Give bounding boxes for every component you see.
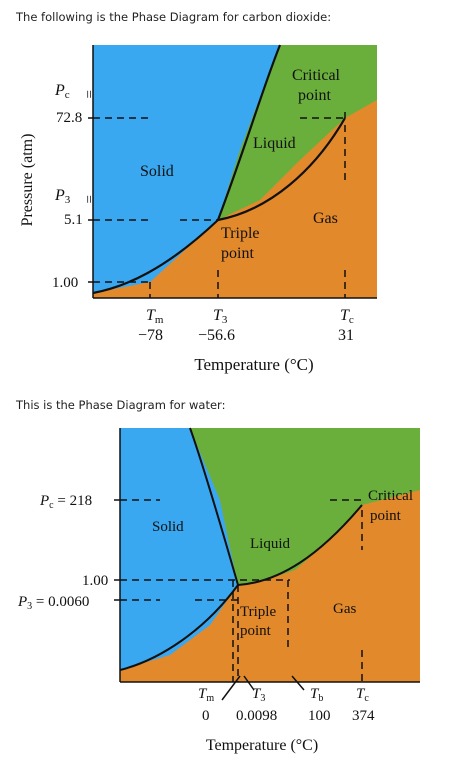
co2-sublimation-curve <box>92 219 219 295</box>
water-pc-label: Pc = 218 <box>39 493 92 511</box>
water-p3-label: P3 = 0.0060 <box>17 594 89 612</box>
co2-triple-label-1: Triple <box>221 225 260 242</box>
water-triple-label-1: Triple <box>240 604 276 620</box>
water-critical-label-1: Critical <box>368 488 413 504</box>
co2-critical-label-1: Critical <box>292 67 341 84</box>
water-sublimation-curve <box>119 584 239 671</box>
water-solid-label: Solid <box>152 519 184 535</box>
water-t3-value: 0.0098 <box>236 708 277 724</box>
co2-pc-equals: = <box>80 90 96 98</box>
co2-liquid-region <box>218 45 377 220</box>
co2-triple-label-2: point <box>221 245 254 262</box>
co2-x-axis-label: Temperature (°C) <box>194 355 313 374</box>
co2-pc-value: 72.8 <box>56 110 82 126</box>
water-critical-label-2: point <box>370 508 402 524</box>
water-caption: This is the Phase Diagram for water: <box>16 398 226 412</box>
water-tm-value: 0 <box>202 708 210 724</box>
water-tc-symbol: Tc <box>356 686 369 704</box>
co2-solid-label: Solid <box>140 163 174 180</box>
co2-tm-symbol: Tm <box>146 307 164 326</box>
water-gas-label: Gas <box>333 601 356 617</box>
water-phase-diagram: Pc = 218 1.00 P3 = 0.0060 Solid Liquid G… <box>17 427 420 754</box>
co2-p3-value: 5.1 <box>64 212 83 228</box>
water-vaporization-curve <box>237 504 363 586</box>
water-t3-arrow <box>243 675 255 691</box>
water-melting-curve <box>189 427 239 586</box>
co2-vaporization-curve <box>217 117 346 222</box>
co2-y-axis-label: Pressure (atm) <box>19 134 36 227</box>
co2-melting-curve <box>216 44 282 221</box>
co2-t3-value: −56.6 <box>198 327 235 344</box>
water-tm-arrow <box>221 675 241 701</box>
water-x-axis-label: Temperature (°C) <box>206 737 318 754</box>
water-solid-region <box>120 428 238 670</box>
co2-caption: The following is the Phase Diagram for c… <box>16 10 332 24</box>
co2-t3-symbol: T3 <box>213 307 228 326</box>
water-tc-value: 374 <box>352 708 375 724</box>
co2-critical-label-2: point <box>298 87 331 104</box>
co2-p3-symbol: P3 <box>54 187 71 206</box>
water-tb-value: 100 <box>308 708 331 724</box>
water-p1-value: 1.00 <box>82 573 108 589</box>
co2-liquid-label: Liquid <box>253 135 296 152</box>
co2-p1-value: 1.00 <box>52 275 78 291</box>
co2-tc-value: 31 <box>338 327 354 344</box>
co2-tc-symbol: Tc <box>340 307 354 326</box>
co2-pc-symbol: Pc <box>54 82 70 101</box>
co2-gas-label: Gas <box>313 210 338 227</box>
water-triple-label-2: point <box>240 623 272 639</box>
water-liquid-label: Liquid <box>250 536 290 552</box>
water-tb-symbol: Tb <box>310 686 323 704</box>
water-tm-symbol: Tm <box>198 686 214 704</box>
co2-phase-diagram: Pressure (atm) Pc = 72.8 P3 = 5.1 1.00 S… <box>19 44 377 374</box>
co2-p3-equals: = <box>80 195 96 203</box>
co2-tm-value: −78 <box>138 327 163 344</box>
water-t3-symbol: T3 <box>252 686 265 704</box>
water-tb-arrow <box>291 675 305 691</box>
co2-solid-region <box>93 45 280 293</box>
water-liquid-region <box>190 428 420 585</box>
